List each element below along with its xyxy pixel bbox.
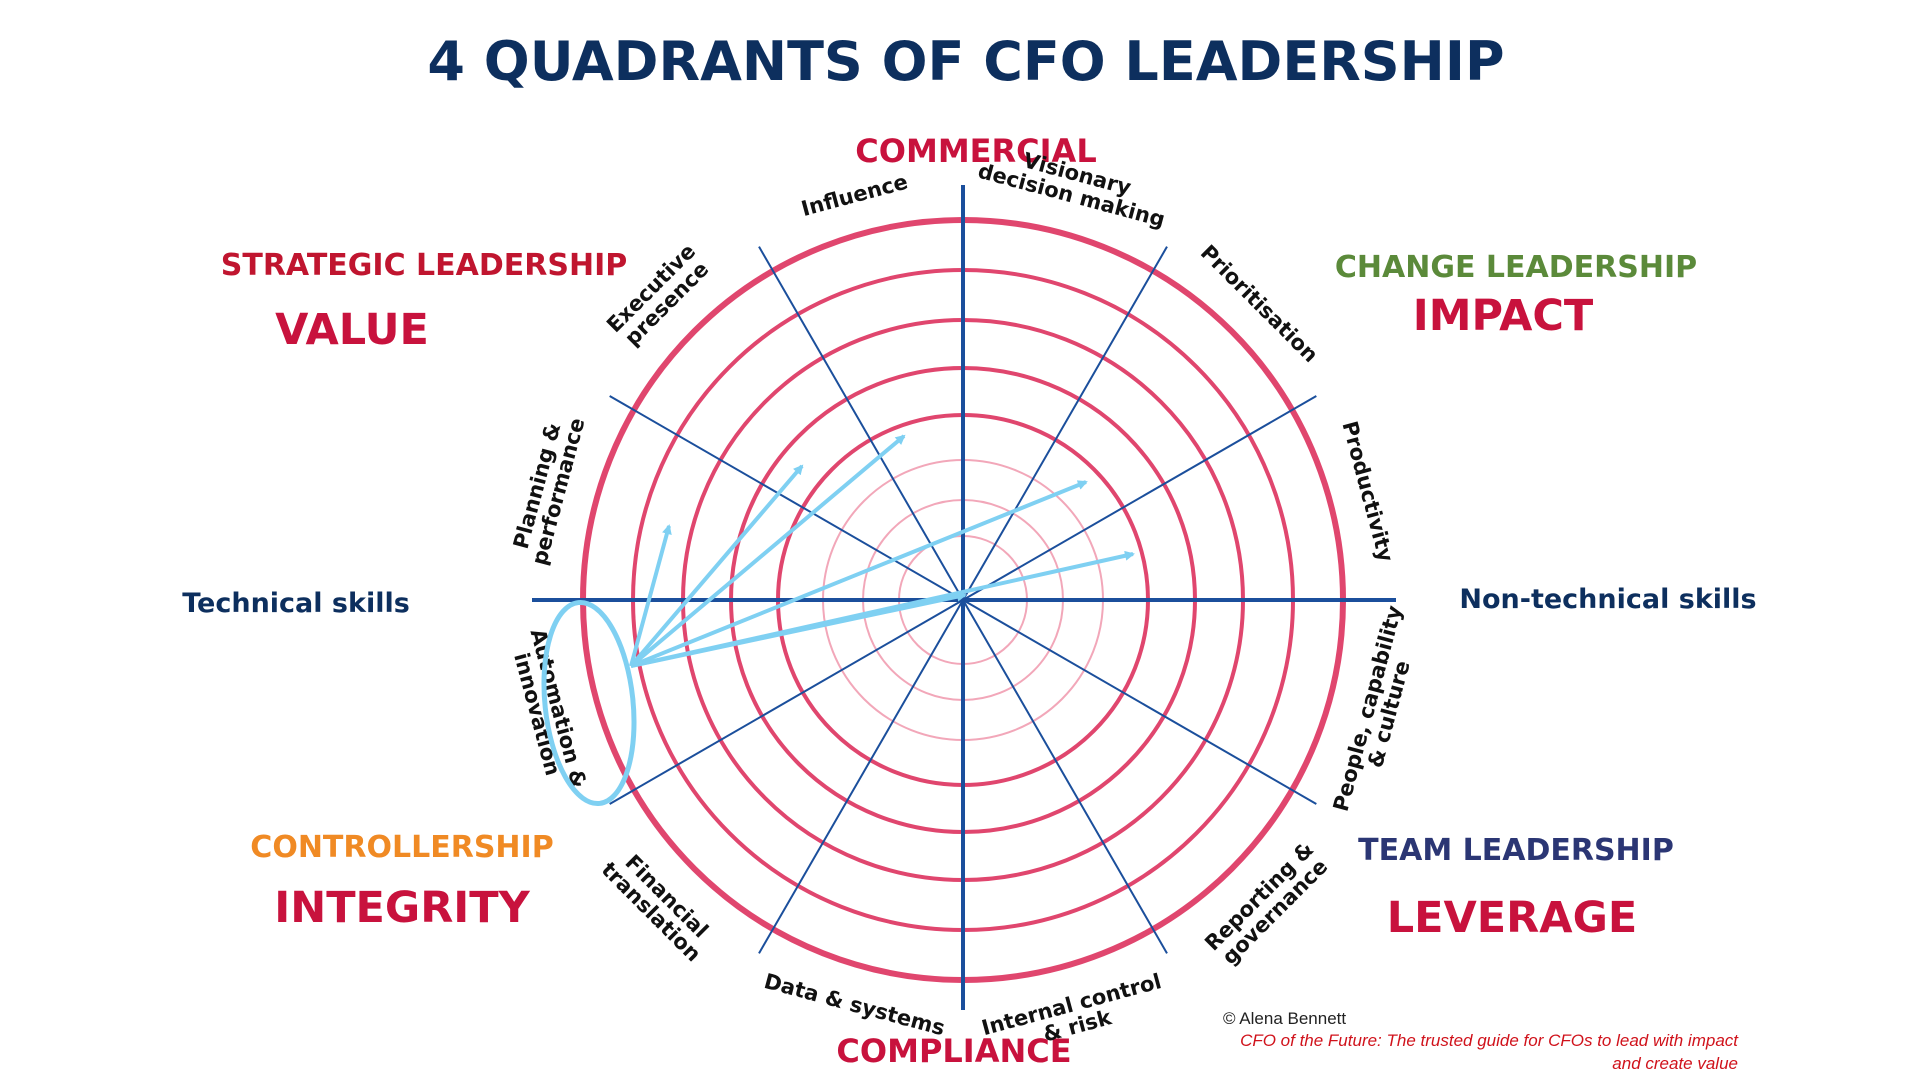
arrow-4 [630,480,1088,668]
data-and-systems-highlight-ellipse [541,599,637,807]
quadrant-value-integrity: INTEGRITY [274,883,530,933]
arrow-3 [629,434,906,668]
segment-label-3: Influence [799,170,911,221]
axis-label-bottom: COMPLIANCE [836,1032,1071,1070]
segment-label-1: Planning &performance [506,410,590,568]
segment-label-8: Reporting &governance [1200,837,1334,971]
arrow-1 [629,524,672,667]
axis-label-top: COMMERCIAL [855,132,1096,170]
quadrant-name-change-leadership: CHANGE LEADERSHIP [1335,250,1697,285]
quadrant-value-leverage: LEVERAGE [1387,893,1637,943]
quadrant-value-value: VALUE [275,305,429,355]
arrow-6 [630,591,967,668]
arrows-from-data-and-systems [629,434,1135,668]
segment-label-11: Financialtranslation [597,842,721,966]
segment-label-5-line-1: Prioritisation [1196,240,1323,367]
segment-label-5: Prioritisation [1196,240,1323,367]
book-title-line-2: and create value [1612,1054,1738,1073]
segment-label-6-line-1: Productivity [1337,419,1398,565]
book-title-line-1: CFO of the Future: The trusted guide for… [1240,1031,1739,1050]
axis-label-right: Non-technical skills [1459,584,1756,615]
page-title: 4 QUADRANTS OF CFO LEADERSHIP [427,30,1504,93]
segment-label-6: Productivity [1337,419,1398,565]
copyright-author: © Alena Bennett [1223,1009,1346,1028]
quadrant-name-team-leadership: TEAM LEADERSHIP [1358,833,1674,868]
axis-label-left: Technical skills [182,588,410,619]
quadrant-name-strategic-leadership: STRATEGIC LEADERSHIP [221,248,627,283]
arrow-2 [629,464,804,668]
segment-label-3-line-1: Influence [799,170,911,221]
quadrant-value-impact: IMPACT [1413,291,1594,341]
quadrant-name-controllership: CONTROLLERSHIP [250,830,553,865]
